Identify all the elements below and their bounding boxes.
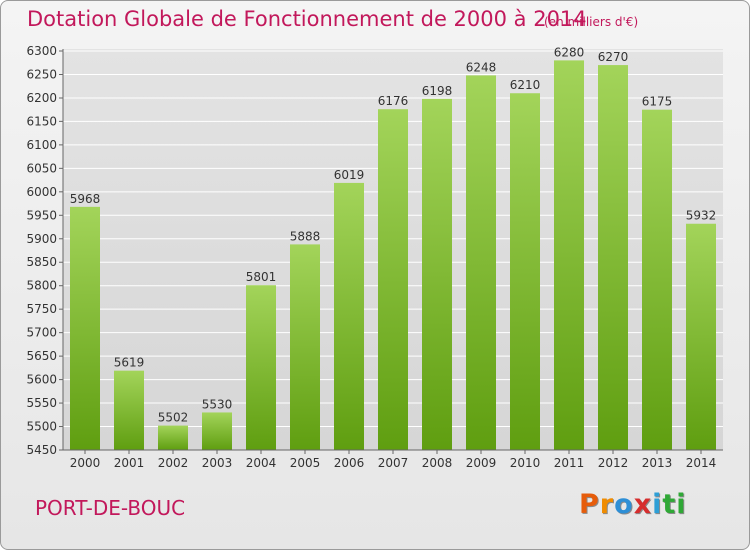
x-tick-label: 2007 — [378, 456, 409, 470]
bar — [642, 109, 672, 451]
brand-letter: P — [579, 489, 600, 520]
data-label: 6176 — [378, 94, 409, 108]
bar — [158, 425, 188, 450]
x-tick-label: 2008 — [422, 456, 453, 470]
data-label: 5968 — [70, 192, 101, 206]
data-label: 5888 — [290, 229, 321, 243]
x-tick-label: 2012 — [598, 456, 629, 470]
bar — [114, 370, 144, 450]
y-tick-label: 6200 — [26, 91, 57, 105]
bar — [70, 206, 100, 450]
y-tick-label: 5800 — [26, 279, 57, 293]
x-tick-label: 2006 — [334, 456, 365, 470]
data-label: 6280 — [554, 45, 585, 59]
bar — [378, 109, 408, 450]
brand-letter: i — [652, 489, 663, 520]
brand-letter: r — [599, 489, 615, 520]
y-tick-label: 5700 — [26, 326, 57, 340]
x-tick-label: 2004 — [246, 456, 277, 470]
commune-name: PORT-DE-BOUC — [35, 496, 186, 520]
data-label: 6175 — [642, 95, 673, 109]
brand-letter: i — [676, 489, 687, 520]
data-label: 6248 — [466, 60, 497, 74]
brand-letter: o — [614, 489, 634, 520]
y-tick-label: 5650 — [26, 349, 57, 363]
y-tick-label: 5600 — [26, 373, 57, 387]
brand-letter: t — [662, 489, 677, 520]
bar — [202, 412, 232, 450]
data-label: 6210 — [510, 78, 541, 92]
y-tick-label: 6250 — [26, 67, 57, 81]
bar — [334, 182, 364, 450]
data-label: 5502 — [158, 411, 189, 425]
bar — [246, 285, 276, 450]
x-tick-label: 2001 — [114, 456, 145, 470]
bar — [290, 244, 320, 450]
x-tick-label: 2014 — [686, 456, 717, 470]
chart-unit: (en milliers d'€) — [544, 15, 639, 29]
y-tick-label: 5750 — [26, 302, 57, 316]
data-label: 6019 — [334, 168, 365, 182]
bar — [554, 60, 584, 450]
x-tick-label: 2000 — [70, 456, 101, 470]
x-tick-label: 2003 — [202, 456, 233, 470]
data-label: 5619 — [114, 356, 145, 370]
bar — [466, 75, 496, 450]
y-tick-label: 5500 — [26, 420, 57, 434]
x-tick-label: 2013 — [642, 456, 673, 470]
brand-letter: x — [633, 489, 653, 520]
chart-title: Dotation Globale de Fonctionnement de 20… — [27, 7, 587, 31]
y-tick-label: 5850 — [26, 255, 57, 269]
y-tick-label: 5950 — [26, 208, 57, 222]
y-tick-label: 6300 — [26, 44, 57, 58]
y-tick-label: 6000 — [26, 185, 57, 199]
y-tick-label: 6100 — [26, 138, 57, 152]
x-tick-label: 2005 — [290, 456, 321, 470]
y-tick-label: 6050 — [26, 161, 57, 175]
x-tick-label: 2009 — [466, 456, 497, 470]
bar — [686, 223, 716, 450]
bar — [510, 93, 540, 450]
x-tick-label: 2011 — [554, 456, 585, 470]
data-label: 6198 — [422, 84, 453, 98]
data-label: 5932 — [686, 209, 717, 223]
data-label: 5801 — [246, 270, 277, 284]
x-tick-label: 2010 — [510, 456, 541, 470]
y-tick-label: 5550 — [26, 396, 57, 410]
bar — [422, 98, 452, 450]
x-tick-label: 2002 — [158, 456, 189, 470]
y-tick-label: 6150 — [26, 114, 57, 128]
proxiti-logo: Proxiti — [579, 489, 687, 520]
data-label: 6270 — [598, 50, 629, 64]
y-tick-label: 5900 — [26, 232, 57, 246]
y-tick-label: 5450 — [26, 443, 57, 457]
data-label: 5530 — [202, 397, 233, 411]
bar — [598, 65, 628, 451]
